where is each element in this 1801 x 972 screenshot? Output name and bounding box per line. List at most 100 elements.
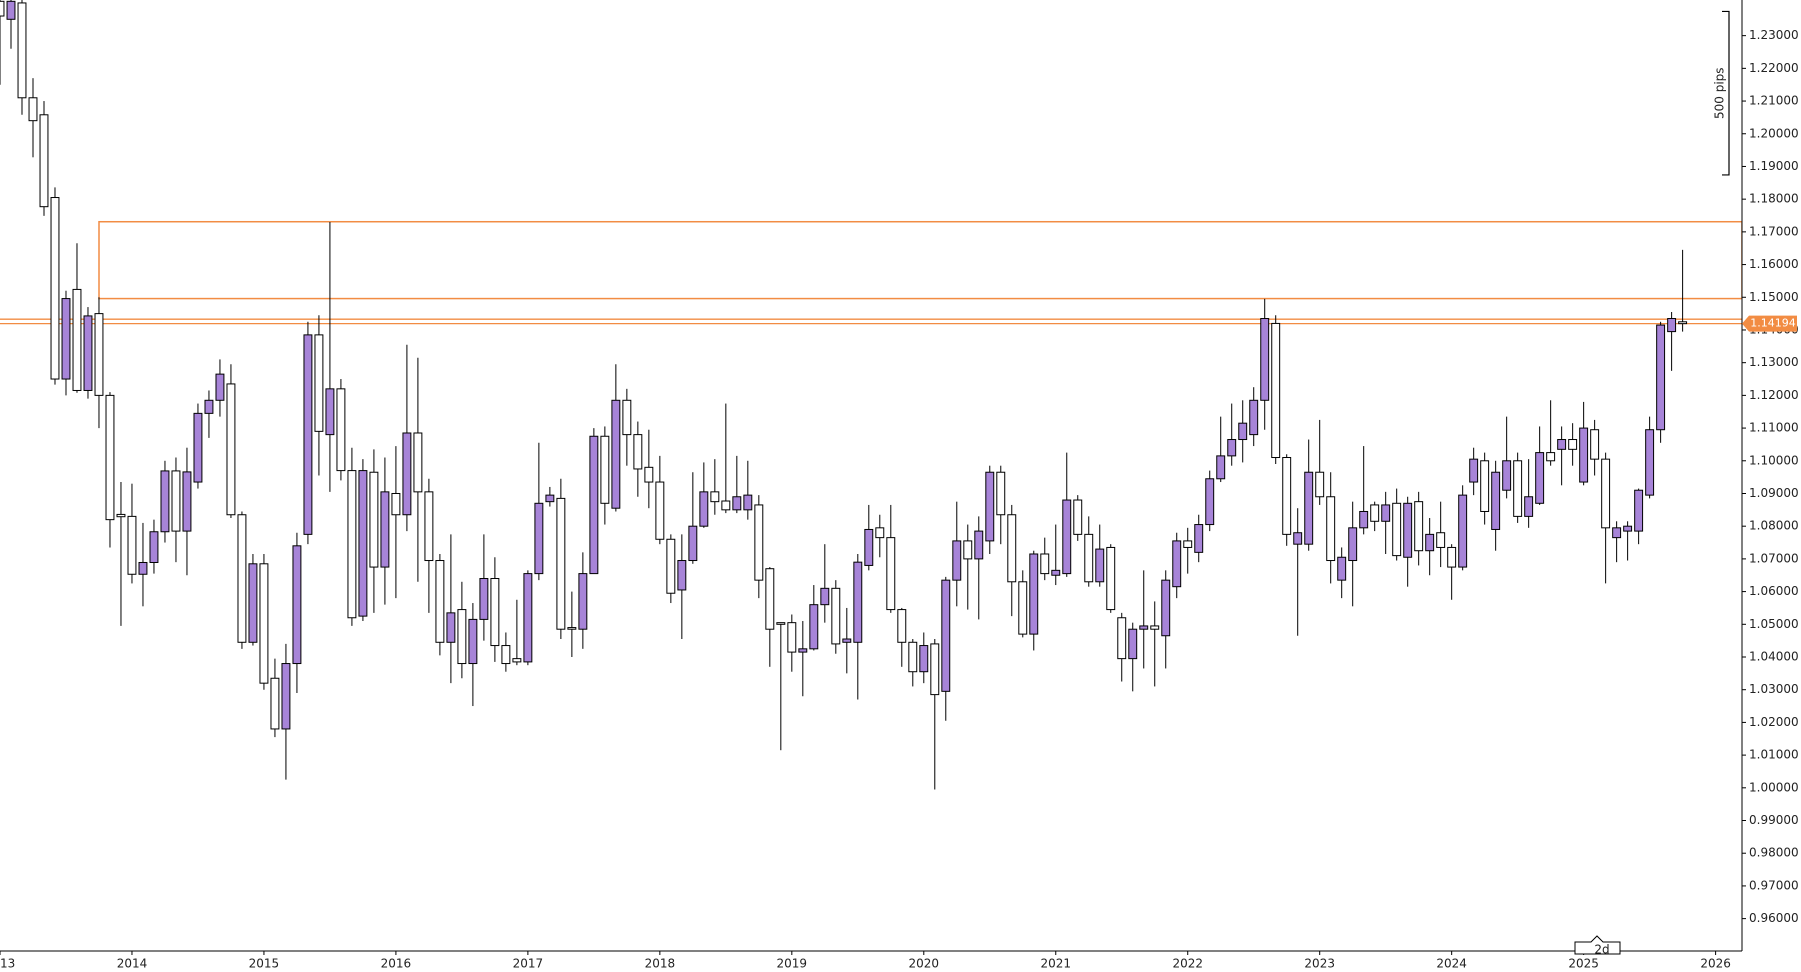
candle-body	[270, 677, 280, 730]
candle-body	[1260, 318, 1270, 401]
candle-body	[248, 563, 258, 643]
candle-body	[875, 527, 885, 539]
candle-body	[1348, 527, 1358, 562]
candle-body	[1403, 502, 1413, 558]
candle-body	[1205, 478, 1215, 526]
candle-body	[1370, 504, 1380, 522]
y-tick-label: 1.22000	[1749, 61, 1799, 75]
candle-body	[468, 618, 478, 665]
candle-body	[1227, 439, 1237, 457]
x-tick-label: 2018	[645, 957, 676, 971]
candle-body	[1568, 439, 1578, 450]
candle-body	[655, 481, 665, 540]
candle-body	[1524, 496, 1534, 517]
candle-body	[1315, 471, 1325, 498]
candle-body	[1117, 617, 1127, 660]
y-tick-label: 1.15000	[1749, 290, 1799, 304]
candle-body	[534, 502, 544, 575]
candle-body	[1480, 460, 1490, 512]
y-tick-label: 1.03000	[1749, 682, 1799, 696]
candle-body	[1414, 501, 1424, 552]
y-tick-label: 0.99000	[1749, 813, 1799, 827]
timeframe-label: 2d	[1594, 943, 1609, 957]
candle-body	[1029, 553, 1039, 635]
y-tick-label: 1.19000	[1749, 159, 1799, 173]
candle-body	[1172, 540, 1182, 588]
candle-body	[1238, 422, 1248, 441]
y-tick-label: 1.16000	[1749, 257, 1799, 271]
candle-body	[127, 515, 137, 575]
zone	[98, 220, 1742, 300]
price-tag-label: 1.14194	[1750, 317, 1796, 330]
y-tick-label: 1.21000	[1749, 94, 1799, 108]
y-tick-label: 0.96000	[1749, 911, 1799, 925]
candle-body	[490, 578, 500, 647]
candle-body	[820, 587, 830, 606]
candle-body	[1513, 460, 1523, 517]
candle-body	[1458, 494, 1468, 568]
x-tick-label: 2023	[1304, 957, 1335, 971]
candle-body	[1469, 458, 1479, 483]
x-tick-label: 2016	[381, 957, 412, 971]
y-tick-label: 0.97000	[1749, 878, 1799, 892]
candle-body	[952, 540, 962, 581]
x-tick-label: 2025	[1568, 957, 1599, 971]
candle-body	[1579, 427, 1589, 483]
candle-body	[556, 497, 566, 630]
candle-body	[688, 525, 698, 562]
candle-body	[1590, 429, 1600, 460]
candle-body	[886, 537, 896, 611]
candle-body	[787, 622, 797, 653]
candle-body	[369, 471, 379, 568]
y-tick-label: 1.01000	[1749, 748, 1799, 762]
candle-body	[138, 561, 148, 575]
measure-label: 500 pips	[1713, 67, 1727, 119]
candle-body	[1183, 540, 1193, 548]
candle-body	[908, 641, 918, 673]
y-tick-label: 0.98000	[1749, 846, 1799, 860]
candle-body	[446, 612, 456, 643]
y-tick-label: 1.05000	[1749, 617, 1799, 631]
candle-body	[1326, 496, 1336, 562]
candle-body	[666, 538, 676, 594]
candle-body	[919, 645, 929, 673]
candle-body	[963, 540, 973, 560]
candle-body	[303, 334, 313, 535]
y-tick-label: 1.09000	[1749, 486, 1799, 500]
candle-body	[567, 627, 577, 630]
y-tick-label: 1.00000	[1749, 780, 1799, 794]
y-tick-label: 1.23000	[1749, 28, 1799, 42]
candle-body	[754, 504, 764, 581]
candle-body	[1535, 452, 1545, 504]
y-tick-label: 1.12000	[1749, 388, 1799, 402]
candle-body	[930, 643, 940, 696]
y-tick-label: 1.07000	[1749, 551, 1799, 565]
candle-body	[732, 496, 742, 511]
candle-body	[226, 383, 236, 516]
candle-body	[1249, 399, 1259, 436]
candle-body	[160, 470, 170, 533]
candle-body	[633, 434, 643, 470]
candle-body	[523, 573, 533, 663]
candle-body	[237, 514, 247, 643]
candle-body	[809, 604, 819, 650]
y-tick-label: 1.20000	[1749, 126, 1799, 140]
candle-body	[17, 2, 27, 99]
candle-body	[897, 609, 907, 643]
candle-body	[1139, 625, 1149, 630]
candle-body	[1304, 471, 1314, 545]
candle-body	[1084, 533, 1094, 583]
candle-body	[776, 622, 786, 625]
candle-body	[1161, 579, 1171, 637]
candle-body	[1645, 429, 1655, 496]
candle-body	[1062, 499, 1072, 575]
y-tick-label: 1.13000	[1749, 355, 1799, 369]
candle-body	[1216, 455, 1226, 480]
candle-body	[1359, 510, 1369, 529]
candle-body	[985, 471, 995, 542]
candle-body	[501, 645, 511, 665]
candle-body	[941, 579, 951, 692]
candle-body	[600, 435, 610, 504]
candle-body	[182, 471, 192, 532]
